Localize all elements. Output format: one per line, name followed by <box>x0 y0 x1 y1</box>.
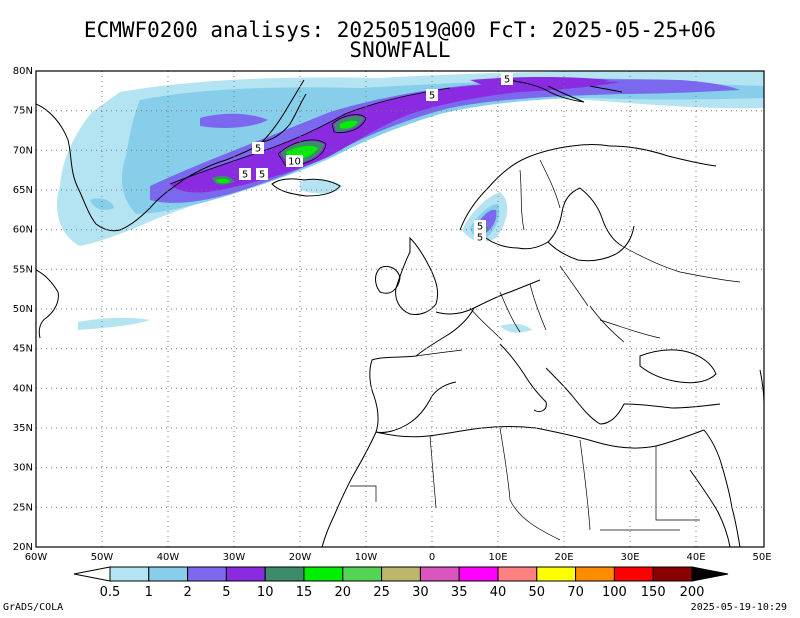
contour-label: 10 <box>288 157 301 168</box>
colorbar-swatch <box>536 566 577 582</box>
map-title: ECMWF0200 analisys: 20250519@00 FcT: 202… <box>83 18 717 42</box>
colorbar-swatch <box>652 566 693 582</box>
lon-label: 0 <box>429 552 435 563</box>
lat-label: 40N <box>13 383 33 394</box>
lon-label: 50E <box>752 552 771 563</box>
colorbar-swatch <box>419 566 460 582</box>
lat-label: 65N <box>13 185 33 196</box>
borders <box>350 159 741 541</box>
lat-label: 45N <box>13 344 33 355</box>
colorbar-swatch <box>303 566 344 582</box>
contour-label: 5 <box>477 222 483 233</box>
colorbar-label: 25 <box>373 585 390 600</box>
colorbar-label: 30 <box>412 585 429 600</box>
colorbar-label: 100 <box>602 585 627 600</box>
colorbar-label: 150 <box>641 585 666 600</box>
colorbar-label: 200 <box>680 585 705 600</box>
lon-label: 40W <box>157 552 180 563</box>
footer-credit: GrADS/COLA <box>3 602 64 613</box>
contour-labels: 5 5 5 10 5 5 5 5 <box>239 73 513 244</box>
lat-label: 30N <box>13 463 33 474</box>
colorbar-low-arrow <box>73 566 111 582</box>
contour-label: 5 <box>477 233 483 244</box>
lat-label: 75N <box>13 106 33 117</box>
footer-timestamp: 2025-05-19-10:29 <box>690 602 787 613</box>
colorbar-swatch <box>575 566 615 582</box>
lon-label: 60W <box>25 552 48 563</box>
contour-label: 5 <box>429 91 435 102</box>
lon-label: 20W <box>289 552 312 563</box>
lon-label: 10W <box>355 552 378 563</box>
lon-label: 50W <box>91 552 114 563</box>
colorbar-high-arrow <box>691 566 729 582</box>
colorbar-swatch <box>381 566 421 582</box>
colorbar-swatch <box>264 566 305 582</box>
colorbar-label: 1 <box>145 585 153 600</box>
colorbar-swatch <box>109 566 150 582</box>
colorbar-swatch <box>613 566 654 582</box>
lon-label: 20E <box>554 552 573 563</box>
lon-label: 10E <box>488 552 507 563</box>
colorbar-label: 20 <box>335 585 352 600</box>
plot-frame <box>35 70 765 548</box>
colorbar-label: 40 <box>490 585 507 600</box>
colorbar-label: 5 <box>222 585 230 600</box>
colorbar-swatch <box>187 566 227 582</box>
colorbar-label: 35 <box>451 585 468 600</box>
lon-label: 30W <box>223 552 246 563</box>
colorbar-label: 70 <box>567 585 584 600</box>
lat-label: 35N <box>13 423 33 434</box>
longitude-labels: 60W 50W 40W 30W 20W 10W 0 10E 20E 30E 40… <box>25 552 772 563</box>
lat-label: 50N <box>13 304 33 315</box>
colorbar-swatch <box>225 566 266 582</box>
map-subtitle: SNOWFALL <box>349 38 451 62</box>
colorbar-label: 2 <box>183 585 191 600</box>
lat-label: 60N <box>13 225 33 236</box>
lat-label: 70N <box>13 145 33 156</box>
lat-label: 80N <box>13 66 33 77</box>
contour-label: 5 <box>242 170 248 181</box>
colorbar-swatch <box>148 566 189 582</box>
colorbar-label: 0.5 <box>100 585 121 600</box>
colorbar: 0.5 1 2 5 10 15 20 25 30 35 40 50 70 100 150 200 <box>73 566 729 600</box>
contour-label: 5 <box>255 144 261 155</box>
contour-label: 5 <box>259 170 265 181</box>
lat-label: 20N <box>13 542 33 553</box>
colorbar-label: 50 <box>529 585 546 600</box>
snowfall-shading <box>56 71 764 333</box>
colorbar-label: 10 <box>257 585 274 600</box>
latitude-labels: 20N 25N 30N 35N 40N 45N 50N 55N 60N 65N … <box>13 66 33 553</box>
contour-label: 5 <box>504 75 510 86</box>
lon-label: 30E <box>620 552 639 563</box>
lon-label: 40E <box>686 552 705 563</box>
colorbar-label: 15 <box>296 585 313 600</box>
lat-label: 55N <box>13 264 33 275</box>
lat-label: 25N <box>13 502 33 513</box>
colorbar-swatch <box>458 566 499 582</box>
colorbar-swatch <box>497 566 538 582</box>
colorbar-swatch <box>342 566 383 582</box>
